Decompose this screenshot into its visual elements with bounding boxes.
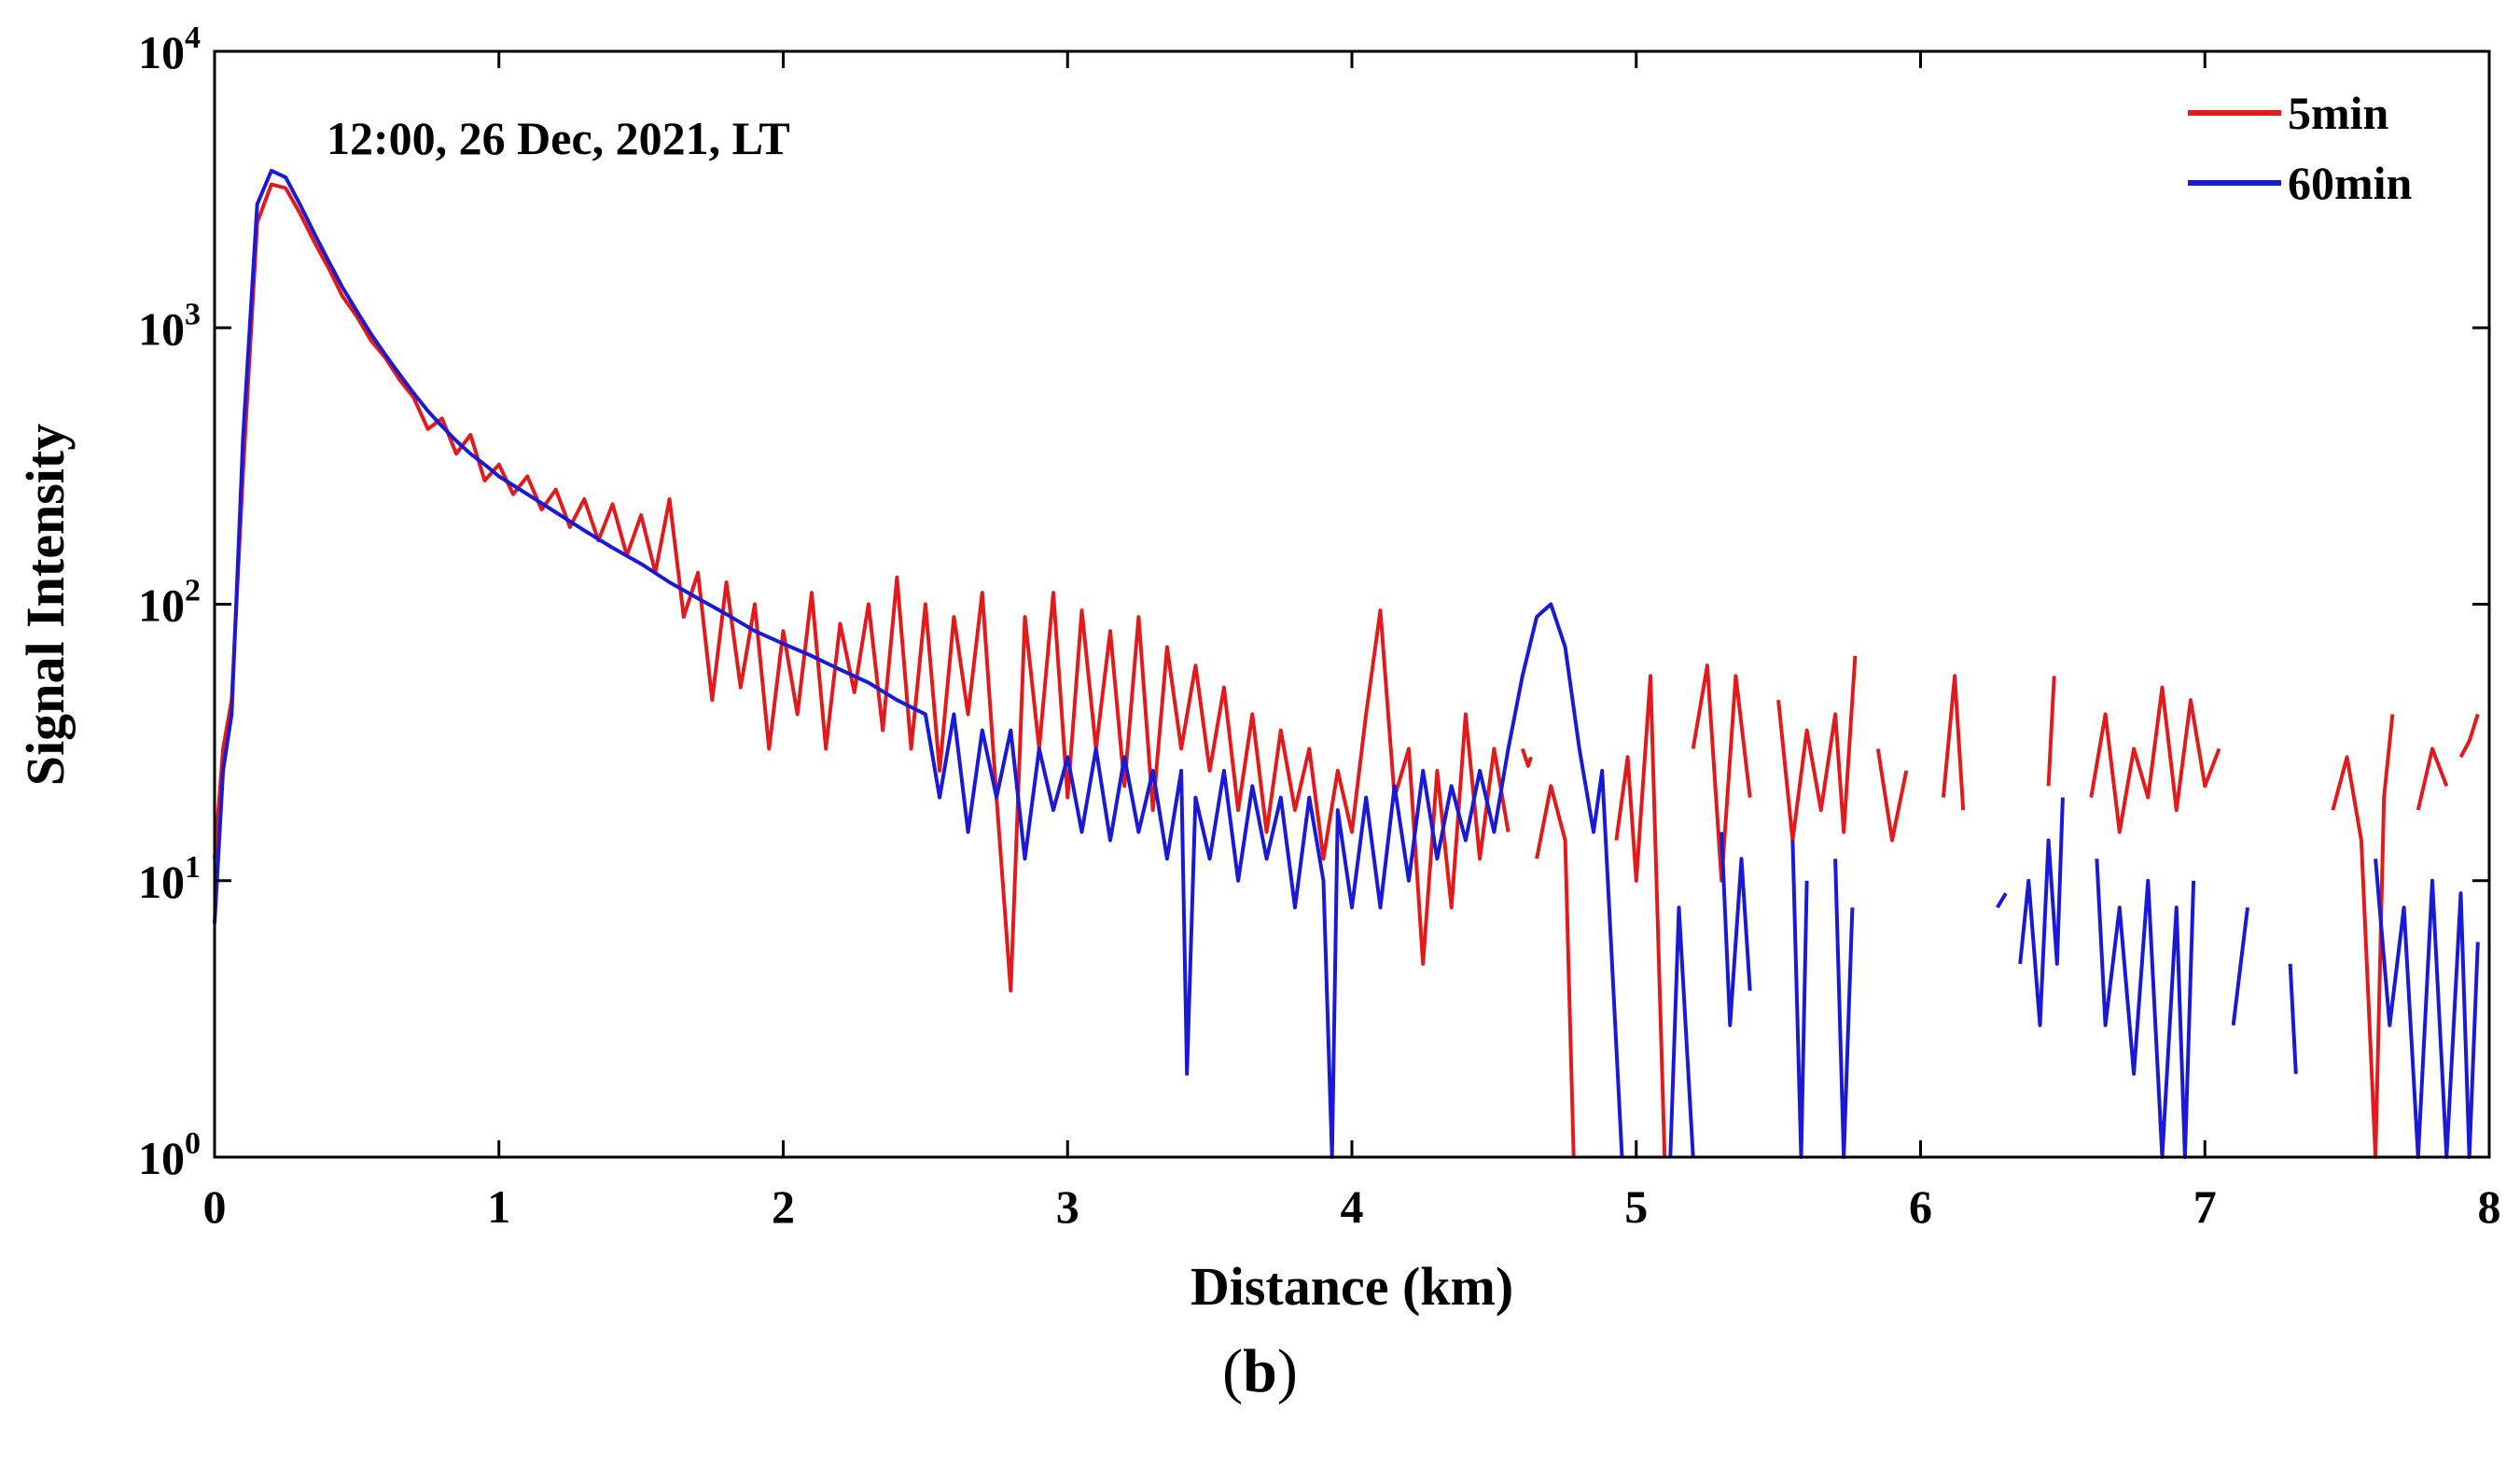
x-tick-label: 8 bbox=[2478, 1180, 2501, 1233]
series-line-5min-part-11 bbox=[2416, 747, 2449, 811]
series-line-60min-part-6 bbox=[2018, 797, 2065, 1027]
series-line-60min-part-2 bbox=[1719, 831, 1752, 1027]
caption-open-paren: ( bbox=[1222, 1337, 1244, 1405]
x-tick-label: 6 bbox=[1909, 1180, 1932, 1233]
x-axis-label: Distance (km) bbox=[1190, 1256, 1513, 1317]
y-axis-label: Signal Intensity bbox=[15, 424, 76, 786]
series-line-60min-part-9 bbox=[2288, 963, 2298, 1074]
x-tick-label: 4 bbox=[1341, 1180, 1364, 1233]
series-line-60min-part-10 bbox=[2374, 859, 2480, 1159]
series-line-5min-part-2 bbox=[1535, 784, 1576, 1158]
series-line-5min-part-6 bbox=[1875, 748, 1909, 843]
y-tick-label: 104 bbox=[138, 21, 201, 78]
y-tick-label: 103 bbox=[138, 297, 201, 355]
series-line-5min-part-8 bbox=[2046, 676, 2056, 787]
caption-close-paren: ) bbox=[1276, 1337, 1298, 1405]
series-line-5min-part-4 bbox=[1691, 663, 1752, 883]
series-line-60min-part-0 bbox=[213, 168, 1624, 1159]
ticks-layer: 0 1 2 3 4 5 6 7 8 100 101 102 103 104 bbox=[138, 21, 2501, 1233]
x-tick-label: 1 bbox=[487, 1180, 510, 1233]
chart-annotation: 12:00, 26 Dec, 2021, LT bbox=[327, 112, 790, 164]
series-line-5min-part-3 bbox=[1614, 674, 1667, 1158]
series-line-60min-part-8 bbox=[2231, 907, 2249, 1026]
x-tick-label: 0 bbox=[203, 1180, 227, 1233]
legend-label-5min: 5min bbox=[2288, 87, 2389, 139]
figure-caption: (b) bbox=[0, 1336, 2520, 1407]
series-line-60min-part-5 bbox=[1996, 892, 2008, 909]
legend-label-60min: 60min bbox=[2288, 157, 2413, 209]
plot-area bbox=[215, 51, 2489, 1157]
x-tick-label: 3 bbox=[1056, 1180, 1079, 1233]
legend: 5min 60min bbox=[2188, 87, 2413, 209]
series-line-5min-part-7 bbox=[1941, 674, 1966, 811]
series-line-60min-part-1 bbox=[1668, 905, 1695, 1158]
series-line-5min-part-9 bbox=[2089, 685, 2221, 834]
series-line-5min-part-12 bbox=[2458, 713, 2480, 759]
y-tick-label: 100 bbox=[138, 1126, 201, 1184]
x-tick-label: 5 bbox=[1624, 1180, 1648, 1233]
x-tick-label: 7 bbox=[2193, 1180, 2217, 1233]
y-tick-label: 101 bbox=[138, 850, 201, 908]
series-line-5min-part-10 bbox=[2331, 714, 2395, 1159]
series-line-5min-part-1 bbox=[1520, 747, 1533, 768]
series-line-60min-part-7 bbox=[2095, 859, 2196, 1159]
x-tick-label: 2 bbox=[772, 1180, 795, 1233]
caption-letter: b bbox=[1243, 1337, 1277, 1405]
y-tick-label: 102 bbox=[138, 574, 201, 632]
series-line-5min-part-0 bbox=[213, 182, 1511, 993]
